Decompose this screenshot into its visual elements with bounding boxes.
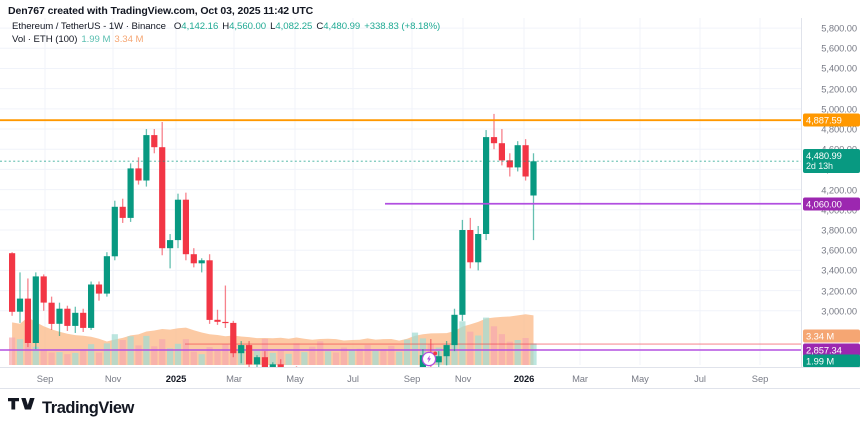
attribution-text: Den767 created with TradingView.com, Oct… bbox=[8, 5, 314, 17]
price-tick: 4,600.00 bbox=[821, 144, 857, 155]
price-tick: 3,000.00 bbox=[821, 305, 857, 317]
volume-last-label-value: 1.99 M bbox=[806, 355, 835, 367]
price-tick: 4,800.00 bbox=[821, 123, 857, 135]
last-price-label[interactable]: 4,480.99 2d 13h bbox=[803, 149, 860, 174]
legend-close-label: C bbox=[316, 21, 324, 32]
time-tick: May bbox=[286, 373, 304, 384]
price-tick: 5,200.00 bbox=[821, 83, 857, 95]
price-tick: 5,400.00 bbox=[821, 62, 857, 74]
legend-volume-title[interactable]: Vol · ETH (100) bbox=[12, 34, 78, 45]
lightning-badge-icon[interactable] bbox=[421, 350, 438, 367]
legend-volume-value: 1.99 M bbox=[81, 34, 111, 45]
price-tick: 4,200.00 bbox=[821, 184, 857, 196]
time-tick: Jul bbox=[694, 373, 706, 384]
price-tick: 3,400.00 bbox=[821, 264, 857, 276]
time-tick: Mar bbox=[226, 373, 242, 384]
resistance-label[interactable]: 4,887.59 bbox=[803, 113, 860, 127]
price-tick: 5,600.00 bbox=[821, 42, 857, 54]
time-tick: Jul bbox=[347, 373, 359, 384]
volume-last-label[interactable]: 1.99 M bbox=[803, 354, 860, 368]
tradingview-mark-icon bbox=[8, 398, 36, 418]
support-label-lower-value: 2,857.34 bbox=[806, 344, 842, 356]
chart-canvas bbox=[0, 18, 801, 367]
time-axis[interactable]: Sep Nov 2025 Mar May Jul Sep Nov 2026 Mar May Jul Se… bbox=[0, 367, 860, 389]
time-tick: 2026 bbox=[513, 373, 535, 384]
price-axis[interactable]: 5,800.00 5,600.00 5,400.00 5,200.00 5,000.00… bbox=[801, 18, 860, 368]
time-tick: Sep bbox=[403, 373, 421, 384]
volume-ma-label-value: 3.34 M bbox=[806, 330, 835, 342]
time-tick: May bbox=[631, 373, 649, 384]
legend-symbol-row: Ethereum / TetherUS - 1W · Binance O4,142… bbox=[12, 21, 441, 32]
legend-symbol[interactable]: Ethereum / TetherUS bbox=[12, 21, 101, 32]
time-tick: Mar bbox=[572, 373, 588, 384]
legend-low-label: L bbox=[270, 21, 276, 32]
last-price-label-countdown: 2d 13h bbox=[806, 161, 833, 172]
legend-low-value: 4,082.25 bbox=[275, 21, 313, 32]
legend-open-label: O bbox=[173, 21, 182, 32]
legend-high-label: H bbox=[222, 21, 230, 32]
legend-interval[interactable]: 1W bbox=[108, 21, 124, 32]
legend-open-value: 4,142.16 bbox=[181, 21, 219, 32]
time-tick: Sep bbox=[36, 373, 54, 384]
legend-volume-ma-value: 3.34 M bbox=[114, 34, 144, 45]
chart-legend: Ethereum / TetherUS - 1W · Binance O4,142… bbox=[12, 21, 440, 46]
legend-change-value: +338.83 (+8.18%) bbox=[364, 21, 441, 32]
price-tick: 3,800.00 bbox=[821, 224, 857, 236]
last-price-label-value: 4,480.99 bbox=[806, 149, 842, 161]
price-tick: 3,200.00 bbox=[821, 285, 857, 297]
tradingview-logo: TradingView bbox=[8, 398, 134, 418]
price-tick: 3,600.00 bbox=[821, 244, 857, 256]
chart-plot-area[interactable] bbox=[0, 18, 801, 367]
legend-close-value: 4,480.99 bbox=[323, 21, 361, 32]
volume-ma-label[interactable]: 3.34 M bbox=[803, 329, 860, 343]
resistance-label-value: 4,887.59 bbox=[806, 114, 842, 126]
support-label-upper[interactable]: 4,060.00 bbox=[803, 197, 860, 211]
time-tick: 2025 bbox=[165, 373, 187, 384]
support-label-lower[interactable]: 2,857.34 bbox=[803, 343, 860, 357]
tradingview-wordmark: TradingView bbox=[42, 399, 134, 417]
legend-exchange: Binance bbox=[131, 21, 166, 32]
legend-high-value: 4,560.00 bbox=[229, 21, 267, 32]
price-tick: 5,800.00 bbox=[821, 22, 857, 34]
legend-volume-row: Vol · ETH (100) 1.99 M 3.34 M bbox=[12, 34, 440, 46]
price-tick: 5,000.00 bbox=[821, 103, 857, 115]
time-tick: Nov bbox=[104, 373, 122, 384]
time-tick: Sep bbox=[751, 373, 769, 384]
time-tick: Nov bbox=[454, 373, 472, 384]
support-label-upper-value: 4,060.00 bbox=[806, 198, 842, 210]
